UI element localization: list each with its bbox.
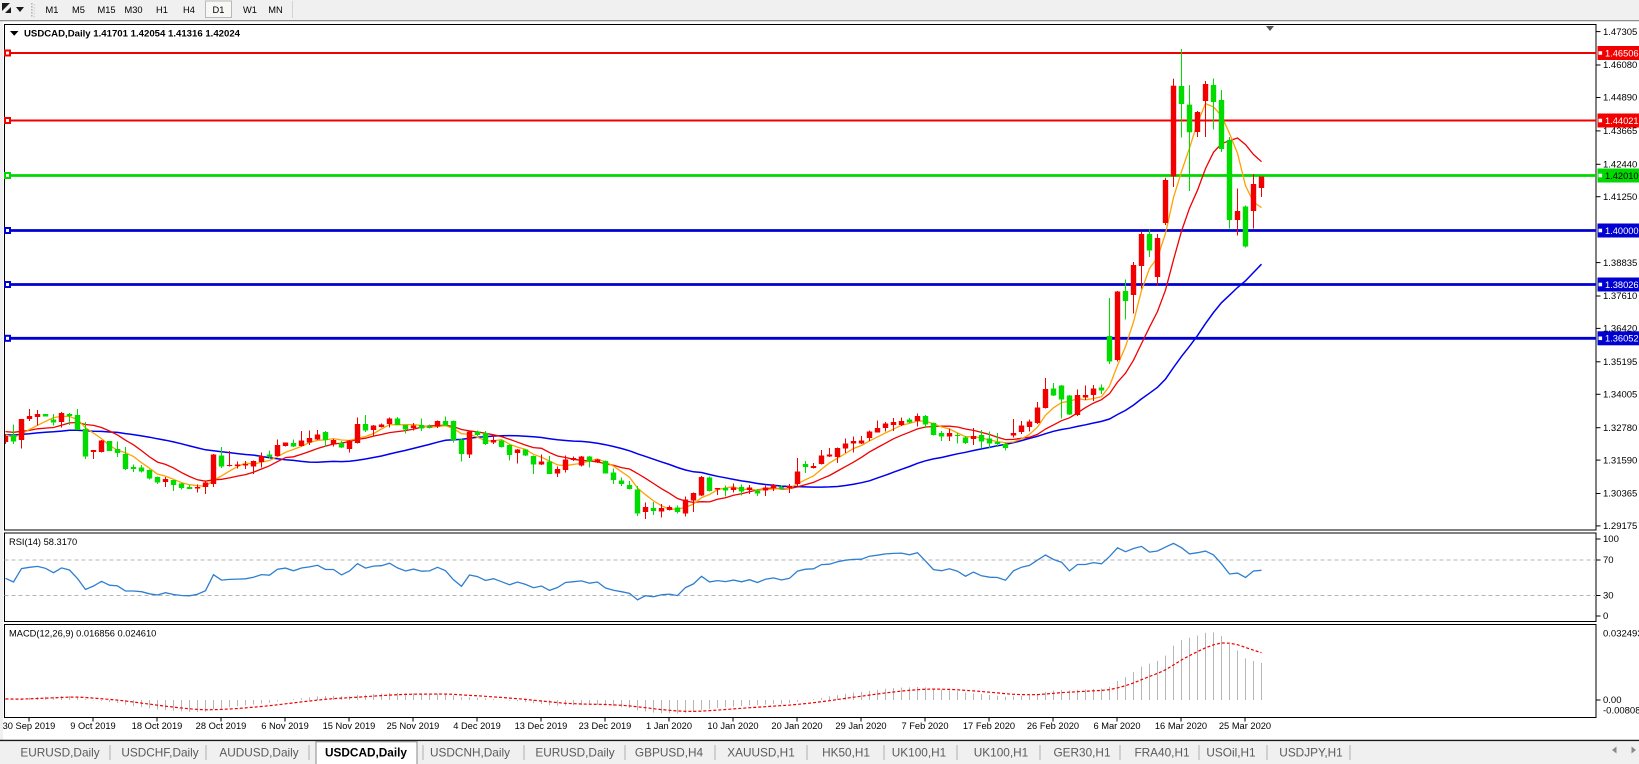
svg-text:USDJPY,H1: USDJPY,H1 bbox=[1279, 746, 1342, 760]
svg-text:H4: H4 bbox=[183, 5, 195, 15]
svg-text:1.36052: 1.36052 bbox=[1605, 334, 1639, 344]
svg-text:25 Mar 2020: 25 Mar 2020 bbox=[1219, 721, 1271, 731]
svg-text:9 Oct 2019: 9 Oct 2019 bbox=[70, 721, 115, 731]
svg-text:FRA40,H1: FRA40,H1 bbox=[1134, 746, 1189, 760]
svg-text:1.42010: 1.42010 bbox=[1605, 171, 1639, 181]
svg-text:6 Mar 2020: 6 Mar 2020 bbox=[1093, 721, 1140, 731]
svg-text:1.43665: 1.43665 bbox=[1603, 126, 1637, 137]
svg-text:0: 0 bbox=[1603, 611, 1608, 622]
svg-text:16 Mar 2020: 16 Mar 2020 bbox=[1155, 721, 1207, 731]
svg-text:1.38835: 1.38835 bbox=[1603, 258, 1637, 269]
svg-text:M15: M15 bbox=[97, 5, 115, 15]
svg-text:28 Oct 2019: 28 Oct 2019 bbox=[196, 721, 247, 731]
svg-text:1.46506: 1.46506 bbox=[1605, 48, 1639, 58]
svg-text:1.31590: 1.31590 bbox=[1603, 455, 1637, 466]
svg-text:M1: M1 bbox=[46, 5, 59, 15]
svg-text:1.37610: 1.37610 bbox=[1603, 291, 1637, 302]
svg-text:100: 100 bbox=[1603, 534, 1619, 545]
svg-text:1.29175: 1.29175 bbox=[1603, 521, 1637, 532]
svg-text:6 Nov 2019: 6 Nov 2019 bbox=[261, 721, 309, 731]
svg-text:30 Sep 2019: 30 Sep 2019 bbox=[3, 721, 56, 731]
svg-text:70: 70 bbox=[1603, 555, 1614, 566]
svg-text:23 Dec 2019: 23 Dec 2019 bbox=[579, 721, 632, 731]
svg-text:USDCHF,Daily: USDCHF,Daily bbox=[121, 746, 198, 760]
svg-text:EURUSD,Daily: EURUSD,Daily bbox=[20, 746, 99, 760]
svg-text:M30: M30 bbox=[124, 5, 142, 15]
svg-text:UK100,H1: UK100,H1 bbox=[892, 746, 946, 760]
svg-text:1.41250: 1.41250 bbox=[1603, 192, 1637, 203]
svg-text:0.032493: 0.032493 bbox=[1603, 629, 1639, 640]
svg-text:1.47305: 1.47305 bbox=[1603, 27, 1637, 38]
svg-text:-0.008088: -0.008088 bbox=[1603, 706, 1639, 717]
svg-text:MACD(12,26,9) 0.016856 0.02461: MACD(12,26,9) 0.016856 0.024610 bbox=[9, 629, 156, 639]
svg-text:13 Dec 2019: 13 Dec 2019 bbox=[515, 721, 568, 731]
svg-text:M5: M5 bbox=[72, 5, 85, 15]
svg-text:RSI(14) 58.3170: RSI(14) 58.3170 bbox=[9, 537, 77, 547]
svg-text:MN: MN bbox=[268, 5, 282, 15]
svg-text:1 Jan 2020: 1 Jan 2020 bbox=[646, 721, 692, 731]
svg-text:1.34005: 1.34005 bbox=[1603, 390, 1637, 401]
svg-text:EURUSD,Daily: EURUSD,Daily bbox=[535, 746, 614, 760]
svg-text:USOil,H1: USOil,H1 bbox=[1206, 746, 1255, 760]
svg-text:7 Feb 2020: 7 Feb 2020 bbox=[901, 721, 948, 731]
svg-text:26 Feb 2020: 26 Feb 2020 bbox=[1027, 721, 1079, 731]
svg-text:H1: H1 bbox=[156, 5, 168, 15]
svg-text:20 Jan 2020: 20 Jan 2020 bbox=[771, 721, 822, 731]
svg-text:GER30,H1: GER30,H1 bbox=[1053, 746, 1110, 760]
svg-text:1.32780: 1.32780 bbox=[1603, 423, 1637, 434]
svg-text:USDCAD,Daily: USDCAD,Daily bbox=[325, 746, 407, 760]
svg-text:1.44021: 1.44021 bbox=[1605, 116, 1639, 126]
svg-text:18 Oct 2019: 18 Oct 2019 bbox=[132, 721, 183, 731]
svg-text:1.36420: 1.36420 bbox=[1603, 324, 1637, 335]
svg-text:1.46080: 1.46080 bbox=[1603, 60, 1637, 71]
svg-text:1.38026: 1.38026 bbox=[1605, 280, 1639, 290]
svg-text:D1: D1 bbox=[213, 5, 225, 15]
svg-text:1.42440: 1.42440 bbox=[1603, 160, 1637, 171]
svg-text:1.30365: 1.30365 bbox=[1603, 489, 1637, 500]
svg-text:HK50,H1: HK50,H1 bbox=[822, 746, 870, 760]
svg-text:17 Feb 2020: 17 Feb 2020 bbox=[963, 721, 1015, 731]
svg-text:USDCNH,Daily: USDCNH,Daily bbox=[430, 746, 510, 760]
svg-text:USDCAD,Daily 1.41701 1.42054: USDCAD,Daily 1.41701 1.42054 1.41316 1.4… bbox=[24, 29, 241, 40]
svg-text:XAUUSD,H1: XAUUSD,H1 bbox=[727, 746, 795, 760]
svg-text:W1: W1 bbox=[243, 5, 257, 15]
svg-text:1.40000: 1.40000 bbox=[1605, 226, 1639, 236]
svg-text:29 Jan 2020: 29 Jan 2020 bbox=[835, 721, 886, 731]
svg-text:30: 30 bbox=[1603, 591, 1614, 602]
svg-text:1.35195: 1.35195 bbox=[1603, 357, 1637, 368]
svg-text:25 Nov 2019: 25 Nov 2019 bbox=[387, 721, 440, 731]
svg-text:GBPUSD,H4: GBPUSD,H4 bbox=[635, 746, 704, 760]
svg-text:UK100,H1: UK100,H1 bbox=[974, 746, 1028, 760]
svg-text:10 Jan 2020: 10 Jan 2020 bbox=[707, 721, 758, 731]
svg-text:1.44890: 1.44890 bbox=[1603, 93, 1637, 104]
svg-text:AUDUSD,Daily: AUDUSD,Daily bbox=[219, 746, 298, 760]
svg-text:15 Nov 2019: 15 Nov 2019 bbox=[323, 721, 376, 731]
svg-text:0.00: 0.00 bbox=[1603, 695, 1622, 706]
svg-text:4 Dec 2019: 4 Dec 2019 bbox=[453, 721, 501, 731]
